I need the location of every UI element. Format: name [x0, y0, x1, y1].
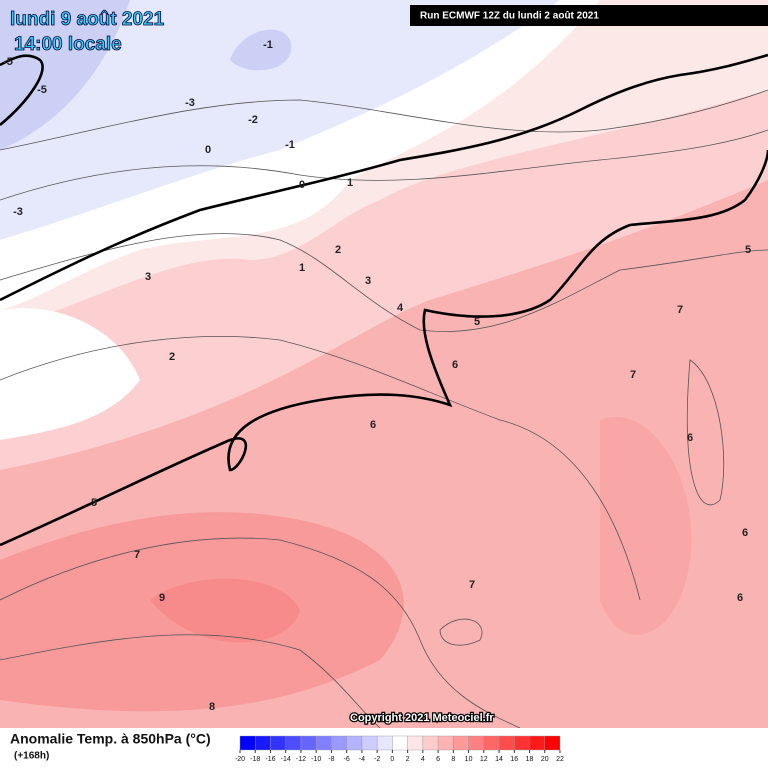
scale-tick-label: 16: [510, 756, 518, 763]
contour-label: -2: [248, 114, 258, 126]
scale-tick-label: 10: [465, 756, 473, 763]
scale-tick-label: -14: [281, 756, 291, 763]
scale-tick-label: -6: [344, 756, 350, 763]
contour-label: 5: [474, 316, 480, 328]
scale-swatch: [437, 735, 454, 751]
contour-label: -1: [263, 39, 273, 51]
contour-label: 7: [630, 369, 636, 381]
contour-label: 7: [469, 579, 475, 591]
date-title: lundi 9 août 2021: [10, 9, 165, 30]
contour-label: 4: [397, 302, 404, 314]
scale-tick-label: -8: [328, 756, 334, 763]
scale-swatch: [255, 735, 271, 751]
scale-swatch: [285, 735, 302, 751]
contour-label: 1: [347, 177, 353, 189]
scale-tick-label: -4: [359, 756, 365, 763]
scale-swatch: [514, 735, 530, 751]
scale-tick-label: 8: [451, 756, 455, 763]
contour-label: 7: [134, 549, 140, 561]
contour-label: 5: [745, 244, 751, 256]
contour-label: -5: [3, 56, 13, 68]
contour-label: 0: [205, 144, 211, 156]
contour-label: 5: [91, 497, 97, 509]
scale-swatch: [346, 735, 363, 751]
copyright: Copyright 2021 Meteociel.fr: [350, 712, 494, 724]
contour-label: -3: [13, 206, 23, 218]
contour-label: 6: [687, 432, 693, 444]
bold-contours: [0, 53, 768, 547]
contour-label: 6: [452, 359, 458, 371]
scale-tick-label: -18: [250, 756, 260, 763]
contour-label: 0: [299, 179, 305, 191]
scale-tick-label: -12: [296, 756, 306, 763]
scale-swatch: [498, 735, 515, 751]
scale-swatch: [529, 735, 545, 751]
scale-swatch: [331, 735, 347, 751]
contour-label: 1: [299, 262, 305, 274]
contour-label: 3: [365, 275, 371, 287]
scale-swatch: [376, 735, 393, 751]
scale-swatch: [239, 735, 256, 751]
contour-label: 6: [737, 592, 743, 604]
scale-tick-label: 14: [495, 756, 503, 763]
time-title: 14:00 locale: [14, 34, 122, 55]
scale-tick-label: 4: [421, 756, 425, 763]
scale-swatch: [361, 735, 378, 751]
scale-tick-label: 20: [541, 756, 549, 763]
scale-tick-label: 6: [436, 756, 440, 763]
scale-tick-label: 18: [526, 756, 534, 763]
scale-swatch: [392, 735, 408, 751]
contour-label: 6: [370, 419, 376, 431]
contour-label: -1: [285, 139, 295, 151]
scale-tick-label: 2: [406, 756, 410, 763]
scale-swatch: [315, 735, 332, 751]
run-bar: [410, 5, 768, 26]
scale-tick-label: -16: [265, 756, 275, 763]
run-info: Run ECMWF 12Z du lundi 2 août 2021: [420, 11, 599, 22]
color-scale: -20 -18 -16 -14 -12 -10 -8 -6 -4 -2 0 2 4 6 8 10 12 14 16 1…: [235, 735, 564, 763]
scale-tick-label: 0: [390, 756, 394, 763]
scale-swatch: [468, 735, 485, 751]
thin-contours: [0, 89, 768, 729]
scale-tick-label: -20: [235, 756, 245, 763]
scale-swatch: [544, 735, 561, 751]
contour-label: -5: [37, 84, 47, 96]
scale-tick-label: -2: [374, 756, 380, 763]
contour-label: 8: [209, 701, 215, 713]
contour-label: 3: [145, 271, 151, 283]
scale-swatch: [453, 735, 469, 751]
contour-label: 9: [159, 592, 165, 604]
contour-label: 6: [742, 527, 748, 539]
scale-swatch: [422, 735, 439, 751]
contour-label: 7: [677, 304, 683, 316]
contour-label: 2: [335, 244, 341, 256]
contour-label: -3: [185, 97, 195, 109]
scale-swatch: [407, 735, 424, 751]
contour-label: 2: [169, 351, 175, 363]
scale-tick-label: -10: [311, 756, 321, 763]
field: [0, 0, 768, 728]
scale-swatch: [270, 735, 286, 751]
field-name: Anomalie Temp. à 850hPa (°C): [10, 731, 211, 747]
scale-tick-label: 12: [480, 756, 488, 763]
scale-swatch: [483, 735, 500, 751]
lead-time: (+168h): [14, 751, 49, 762]
scale-swatch: [300, 735, 317, 751]
contour-labels: -5 -5 -1 -3 -2 -1 0 0 1 -3 2 1 3 3 4 5 7 5 2 6 7 6 6 5 7 6 9 7 6 8: [3, 39, 751, 713]
scale-tick-label: 22: [556, 756, 564, 763]
